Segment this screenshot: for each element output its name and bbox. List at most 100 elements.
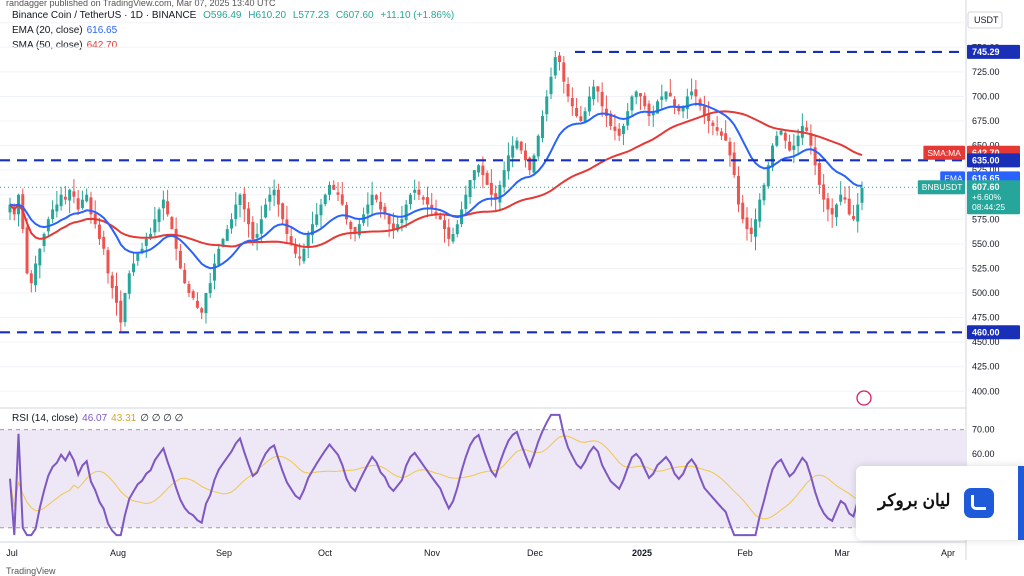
candle-body bbox=[268, 194, 272, 202]
candle-body bbox=[425, 197, 429, 205]
candle-body bbox=[643, 95, 647, 107]
price-badge-value: 642.70 bbox=[972, 148, 1000, 158]
low-value: L577.23 bbox=[292, 10, 330, 21]
candle-body bbox=[323, 194, 327, 205]
y-tick-label: 450.00 bbox=[972, 337, 1000, 347]
candle-body bbox=[754, 219, 757, 237]
candle-body bbox=[353, 227, 357, 235]
candle-body bbox=[575, 108, 579, 117]
candle-body bbox=[383, 206, 387, 215]
candle-body bbox=[157, 209, 161, 223]
candle-body bbox=[345, 205, 349, 220]
candle-body bbox=[272, 189, 276, 196]
candle-body bbox=[536, 135, 540, 157]
candle-body bbox=[621, 125, 625, 135]
candle-body bbox=[408, 194, 412, 205]
candle-body bbox=[38, 248, 42, 266]
candle-body bbox=[221, 238, 225, 247]
watermark-text: لیان بروکر bbox=[878, 491, 951, 510]
candle-body bbox=[843, 197, 847, 200]
y-tick-label: 575.00 bbox=[972, 214, 1000, 224]
rsi-legend-label: RSI (14, close) bbox=[12, 413, 79, 424]
close-value: C607.60 bbox=[335, 10, 374, 21]
candle-body bbox=[34, 263, 38, 286]
candle-body bbox=[89, 197, 93, 215]
candle-body bbox=[306, 234, 310, 248]
candle-body bbox=[728, 141, 732, 156]
candle-body bbox=[340, 194, 344, 205]
candle-body bbox=[349, 222, 353, 230]
candle-body bbox=[80, 199, 84, 208]
ohlc-values: O596.49 H610.20 L577.23 C607.60 +11.10 (… bbox=[199, 10, 454, 21]
candle-body bbox=[477, 165, 481, 173]
candle-body bbox=[161, 199, 165, 209]
rsi-legend-extras: ∅ ∅ ∅ ∅ bbox=[140, 413, 184, 424]
candle-body bbox=[170, 217, 174, 230]
price-badge-extra: 08:44:25 bbox=[972, 202, 1005, 212]
candle-body bbox=[8, 204, 12, 213]
sma-legend-label: SMA (50, close) bbox=[12, 40, 83, 51]
candle-body bbox=[609, 113, 613, 126]
price-badge-value: 460.00 bbox=[972, 327, 1000, 337]
candle-body bbox=[332, 184, 336, 190]
rsi-legend-value: 46.07 bbox=[82, 413, 108, 424]
candle-body bbox=[562, 62, 566, 82]
candle-body bbox=[685, 96, 689, 110]
candle-body bbox=[293, 245, 297, 254]
candle-body bbox=[400, 219, 404, 223]
candle-body bbox=[630, 96, 634, 111]
badge-label: SMA:MA bbox=[927, 148, 961, 158]
candle-body bbox=[234, 204, 238, 220]
price-badge bbox=[967, 44, 1020, 59]
candle-body bbox=[251, 221, 255, 239]
candle-body bbox=[225, 229, 229, 241]
candle-body bbox=[545, 96, 549, 115]
candle-body bbox=[447, 227, 451, 239]
watermark-accent bbox=[1018, 466, 1024, 540]
candle-body bbox=[813, 147, 817, 166]
price-badge-value: 745.29 bbox=[972, 47, 1000, 57]
candle-body bbox=[668, 92, 672, 97]
broker-logo-icon bbox=[964, 488, 994, 518]
candle-body bbox=[51, 209, 55, 219]
candle-body bbox=[319, 204, 323, 216]
candle-body bbox=[42, 234, 46, 246]
candle-body bbox=[281, 203, 285, 220]
candle-body bbox=[178, 250, 182, 269]
candle-body bbox=[247, 208, 251, 225]
candle-body bbox=[68, 189, 72, 201]
candle-body bbox=[613, 126, 617, 131]
price-badge-value: 607.60 bbox=[972, 182, 1000, 192]
candle-body bbox=[242, 193, 246, 210]
candle-body bbox=[370, 194, 374, 206]
candle-body bbox=[106, 250, 110, 274]
candle-body bbox=[506, 155, 510, 172]
candle-body bbox=[289, 236, 293, 244]
candle-body bbox=[515, 140, 519, 149]
x-tick-label: Apr bbox=[941, 548, 955, 558]
candle-body bbox=[681, 106, 685, 112]
y-tick-label: 400.00 bbox=[972, 386, 1000, 396]
candle-body bbox=[549, 76, 553, 95]
change-value: +11.10 (+1.86%) bbox=[380, 10, 455, 21]
candle-body bbox=[25, 227, 29, 274]
candle-body bbox=[255, 234, 259, 238]
badge-label-box bbox=[923, 145, 965, 160]
candle-body bbox=[208, 283, 212, 294]
candle-body bbox=[285, 219, 289, 235]
flash-icon bbox=[856, 390, 872, 406]
candle-body bbox=[822, 184, 826, 200]
candle-body bbox=[779, 130, 783, 135]
candle-body bbox=[144, 238, 148, 246]
candle-body bbox=[140, 248, 144, 254]
candle-body bbox=[724, 133, 728, 141]
candle-body bbox=[617, 128, 621, 136]
candle-body bbox=[736, 175, 740, 205]
candle-body bbox=[238, 194, 242, 206]
candle-body bbox=[741, 202, 745, 220]
candle-body bbox=[587, 96, 591, 112]
candle-body bbox=[579, 116, 583, 122]
watermark: لیان بروکر bbox=[856, 466, 1024, 540]
x-tick-label: Dec bbox=[527, 548, 544, 558]
